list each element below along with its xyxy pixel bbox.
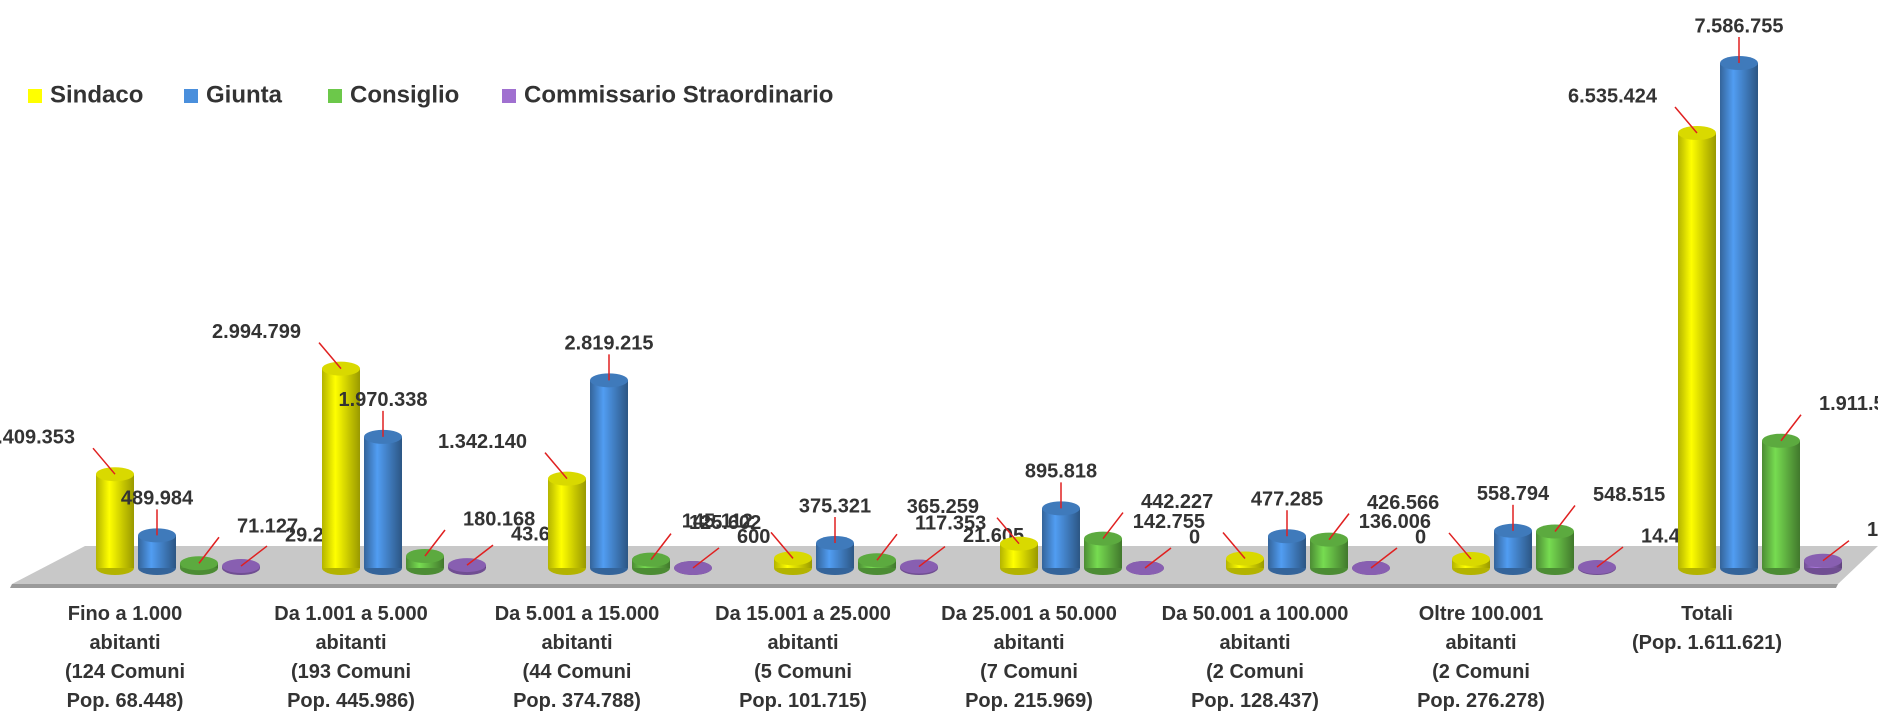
bar bbox=[1762, 440, 1800, 568]
value-label: 142.755 bbox=[1133, 511, 1205, 533]
leader-line bbox=[876, 533, 898, 561]
value-label: 548.515 bbox=[1593, 484, 1665, 506]
value-label: 895.818 bbox=[1025, 461, 1097, 483]
leader-line bbox=[1554, 505, 1576, 532]
bar bbox=[1678, 132, 1716, 568]
value-label: 7.586.755 bbox=[1695, 15, 1784, 37]
leader-line bbox=[650, 533, 672, 561]
legend-label: Sindaco bbox=[50, 81, 143, 108]
x-tick-label: Da 15.001 a 25.000 abitanti (5 Comuni Po… bbox=[715, 603, 891, 712]
value-label: 0 bbox=[1415, 526, 1426, 548]
value-label: 1.970.338 bbox=[339, 389, 428, 411]
value-label: 0 bbox=[1189, 526, 1200, 548]
legend-label: Giunta bbox=[206, 81, 283, 108]
bar bbox=[548, 478, 586, 568]
legend-label: Consiglio bbox=[350, 81, 459, 108]
legend-swatch bbox=[502, 89, 516, 103]
leader-line bbox=[1780, 414, 1802, 442]
bar bbox=[590, 380, 628, 568]
leader-line bbox=[770, 531, 794, 559]
leader-line bbox=[92, 447, 116, 475]
value-label: 365.259 bbox=[907, 496, 979, 518]
x-tick-label: Oltre 100.001 abitanti (2 Comuni Pop. 27… bbox=[1417, 603, 1545, 712]
x-tick-label: Da 1.001 a 5.000 abitanti (193 Comuni Po… bbox=[274, 603, 428, 712]
value-label: 442.227 bbox=[1141, 491, 1213, 513]
leader-line bbox=[1102, 512, 1124, 540]
value-label: 125.602 bbox=[689, 512, 761, 534]
leader-line bbox=[198, 536, 220, 564]
x-tick-label: Da 50.001 a 100.000 abitanti (2 Comuni P… bbox=[1161, 603, 1349, 712]
x-tick-label: Totali (Pop. 1.611.621) bbox=[1631, 603, 1783, 654]
value-label: 558.794 bbox=[1477, 483, 1550, 505]
leader-line bbox=[1596, 546, 1624, 568]
legend-swatch bbox=[28, 89, 42, 103]
value-label: 71.127 bbox=[237, 516, 298, 538]
value-label: 1.342.140 bbox=[438, 431, 527, 453]
bar bbox=[322, 368, 360, 568]
value-label: 117.353 bbox=[915, 512, 986, 534]
value-label: 600 bbox=[737, 526, 770, 548]
leader-line bbox=[318, 342, 342, 370]
legend-swatch bbox=[328, 89, 342, 103]
leader-line bbox=[1370, 547, 1398, 569]
value-label: 375.321 bbox=[799, 495, 871, 517]
value-label: 477.285 bbox=[1251, 489, 1323, 511]
leader-line bbox=[1222, 532, 1246, 559]
leader-line bbox=[544, 452, 568, 480]
value-label: 1.409.353 bbox=[0, 426, 75, 448]
x-tick-label: Da 25.001 a 50.000 abitanti (7 Comuni Po… bbox=[941, 603, 1117, 712]
value-label: 180.168 bbox=[463, 508, 535, 530]
legend-label: Commissario Straordinario bbox=[524, 81, 833, 108]
leader-line bbox=[1144, 547, 1172, 569]
value-label: 6.535.424 bbox=[1568, 85, 1658, 107]
value-label: 426.566 bbox=[1367, 492, 1439, 514]
leader-line bbox=[996, 517, 1020, 545]
leader-line bbox=[1328, 513, 1350, 541]
x-tick-label: Fino a 1.000 abitanti (124 Comuni Pop. 6… bbox=[64, 603, 186, 712]
x-tick-label: Da 5.001 a 15.000 abitanti (44 Comuni Po… bbox=[494, 603, 660, 712]
bar bbox=[96, 474, 134, 568]
bar bbox=[1720, 63, 1758, 568]
value-label: 2.994.799 bbox=[212, 321, 301, 343]
bar bbox=[364, 436, 402, 568]
leader-line bbox=[1674, 106, 1698, 134]
value-label: 145.112 bbox=[682, 511, 753, 533]
floor-edge bbox=[10, 584, 1838, 588]
leader-line bbox=[918, 545, 946, 568]
leader-line bbox=[466, 544, 494, 566]
bar bbox=[1042, 508, 1080, 568]
leader-line bbox=[692, 547, 720, 569]
legend-swatch bbox=[184, 89, 198, 103]
value-label: 136.006 bbox=[1359, 511, 1431, 533]
value-label: 489.984 bbox=[121, 488, 194, 510]
leader-line bbox=[240, 545, 268, 567]
leader-line bbox=[1822, 540, 1850, 562]
value-label: 1.911.558 bbox=[1819, 393, 1878, 415]
leader-line bbox=[1448, 532, 1472, 560]
value-label: 109.508 bbox=[1867, 519, 1878, 541]
leader-line bbox=[424, 529, 446, 557]
value-label: 2.819.215 bbox=[565, 333, 654, 355]
